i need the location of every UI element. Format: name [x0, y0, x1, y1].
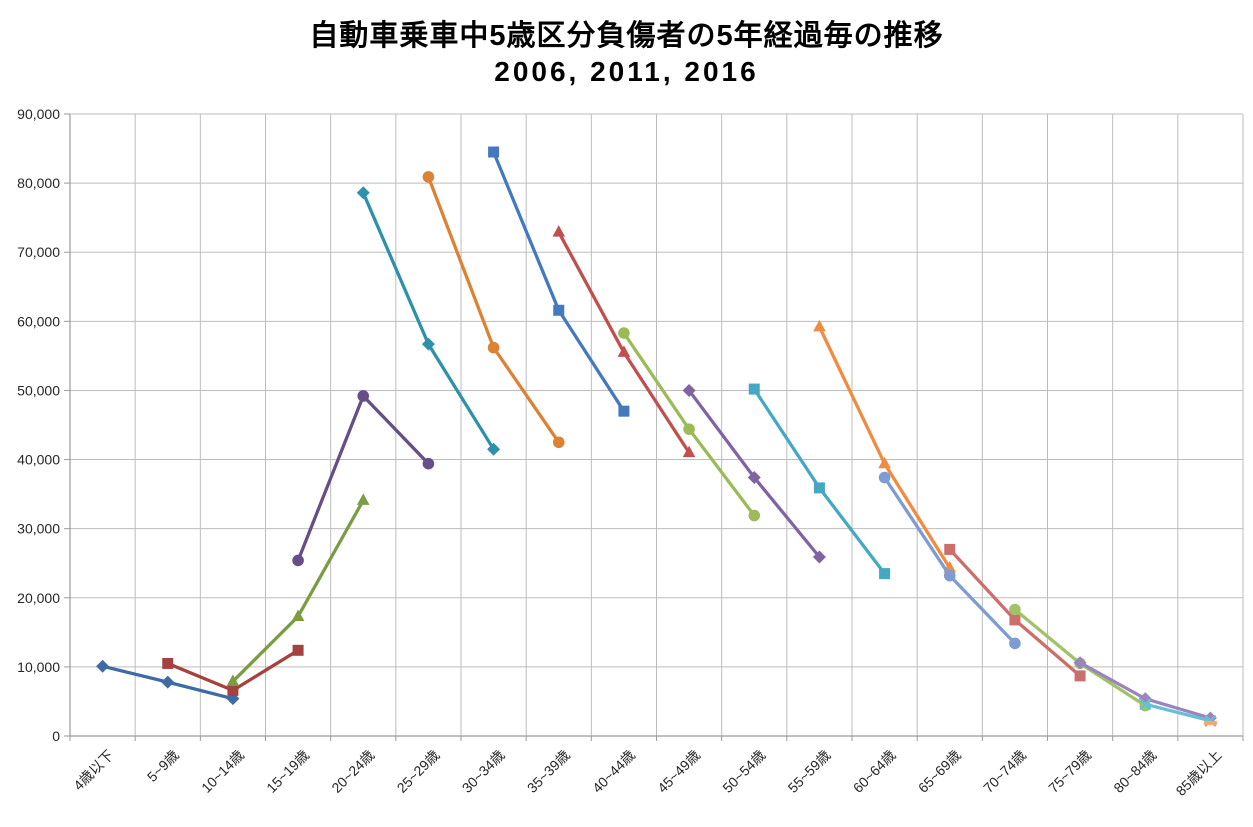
x-axis-tick-label: 80~84歳	[1110, 747, 1159, 796]
series-7-marker	[488, 146, 500, 158]
series-11-marker	[813, 482, 825, 494]
series-12-line	[817, 325, 952, 570]
series-4-marker	[357, 390, 370, 402]
x-axis-tick-label: 45~49歳	[654, 747, 703, 796]
y-axis-tick-label: 40,000	[17, 452, 60, 468]
x-axis-tick-label: 4歳以下	[70, 747, 117, 794]
series-11-marker	[748, 383, 760, 395]
y-axis-tick-label: 30,000	[17, 521, 60, 537]
y-axis-tick-label: 20,000	[17, 590, 60, 606]
y-axis-tick-label: 50,000	[17, 382, 60, 398]
x-axis-tick-label: 85歳以上	[1173, 747, 1225, 799]
series-6-marker	[552, 436, 565, 449]
series-3-marker	[226, 674, 240, 686]
series-3-marker	[356, 493, 370, 505]
series-12-marker	[878, 456, 891, 469]
chart-title: 自動車乗車中5歳区分負傷者の5年経過毎の推移	[309, 20, 944, 52]
x-axis-tick-label: 60~64歳	[850, 747, 899, 796]
series-11-line	[752, 387, 887, 576]
series-3-marker	[291, 609, 305, 621]
x-axis-tick-label: 75~79歳	[1045, 747, 1094, 796]
y-axis-tick-label: 70,000	[17, 244, 60, 260]
x-axis-tick-label: 5~9歳	[144, 747, 182, 785]
x-axis-tick-label: 65~69歳	[915, 747, 964, 796]
series-4-marker	[422, 457, 435, 470]
chart-subtitle: 2006, 2011, 2016	[494, 56, 759, 88]
series-14-marker	[944, 543, 956, 555]
series-14-marker	[1074, 670, 1086, 682]
y-axis-tick-label: 0	[52, 728, 60, 744]
series-4-marker	[292, 554, 304, 567]
series-14-marker	[1009, 614, 1021, 626]
series-6-marker	[487, 341, 500, 354]
x-axis-tick-label: 15~19歳	[263, 747, 312, 796]
x-axis-tick-label: 25~29歳	[394, 747, 443, 796]
series-2-marker	[227, 684, 239, 696]
series-1-marker	[96, 659, 110, 673]
series-2-marker	[162, 657, 174, 669]
series-7-marker	[553, 304, 565, 316]
series-16-marker	[1073, 656, 1087, 670]
x-axis-tick-label: 55~59歳	[785, 747, 834, 796]
series-8-marker	[617, 345, 631, 357]
series-8-marker	[552, 225, 566, 237]
series-18-marker	[1203, 720, 1217, 725]
y-axis-tick-label: 80,000	[17, 175, 60, 191]
series-5-marker	[421, 337, 435, 351]
series-17-marker	[1139, 698, 1151, 710]
series-13-marker	[1009, 637, 1021, 650]
series-10-marker	[812, 550, 826, 564]
y-axis-tick-label: 10,000	[17, 659, 60, 675]
series-9-marker	[748, 509, 761, 522]
series-6-line	[426, 175, 561, 444]
series-13-line	[882, 475, 1017, 646]
title-block: 自動車乗車中5歳区分負傷者の5年経過毎の推移 2006, 2011, 2016	[0, 18, 1253, 89]
series-2-marker	[292, 644, 304, 656]
series-15-marker	[1009, 603, 1021, 616]
series-11-marker	[879, 568, 891, 580]
series-17-line	[1143, 702, 1213, 723]
y-axis-tick-label: 90,000	[17, 106, 60, 122]
x-axis-tick-label: 20~24歳	[328, 747, 377, 796]
y-axis-tick-label: 60,000	[17, 313, 60, 329]
x-axis-tick-label: 40~44歳	[589, 747, 638, 796]
series-13-marker	[878, 471, 891, 484]
series-7-marker	[618, 405, 630, 417]
series-8-marker	[682, 445, 696, 458]
series-1-marker	[161, 675, 175, 689]
series-12-marker	[813, 319, 826, 332]
x-axis-tick-label: 50~54歳	[719, 747, 768, 796]
x-axis-tick-label: 30~34歳	[459, 747, 508, 796]
x-axis-tick-label: 70~74歳	[980, 747, 1029, 796]
series-10-marker	[747, 471, 761, 485]
series-13-marker	[943, 569, 956, 582]
series-5-marker	[356, 186, 370, 200]
series-9-marker	[683, 423, 695, 435]
series-5-marker	[487, 442, 501, 456]
x-axis-tick-label: 10~14歳	[198, 747, 247, 796]
series-10-marker	[682, 383, 696, 397]
series-7-line	[491, 150, 626, 413]
series-4-line	[296, 394, 431, 563]
x-axis-tick-label: 35~39歳	[524, 747, 573, 796]
series-6-marker	[422, 171, 435, 183]
series-9-marker	[618, 327, 630, 339]
